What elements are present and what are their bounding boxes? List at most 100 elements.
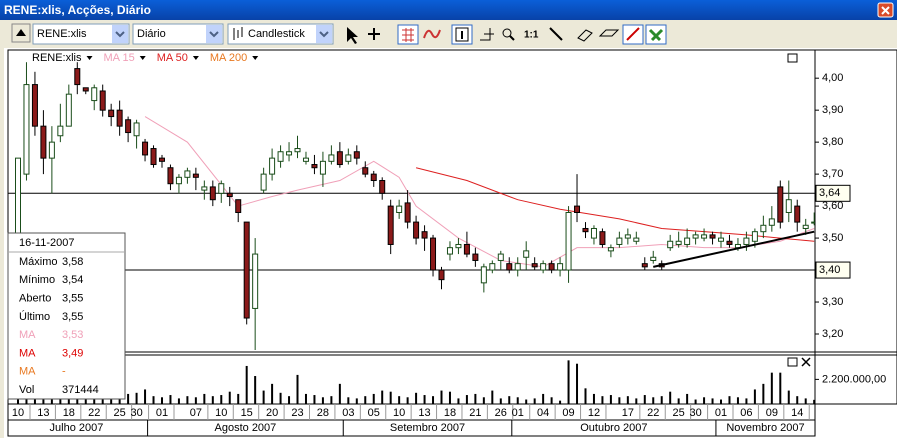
candle-body <box>684 237 691 245</box>
x-tick-label: 28 <box>317 407 329 419</box>
maximize-panel[interactable] <box>787 53 798 63</box>
level-label-box <box>815 261 851 279</box>
candle-body <box>751 231 758 242</box>
info-label: Vol <box>19 384 34 396</box>
month-label: Novembro 2007 <box>726 422 804 434</box>
eraser-tool[interactable] <box>577 29 593 42</box>
info-panel <box>7 232 126 400</box>
info-date: 16-11-2007 <box>19 237 74 249</box>
shape-tool[interactable] <box>598 29 620 37</box>
candle-body <box>760 224 767 233</box>
x-tick-label: 18 <box>63 407 75 419</box>
x-tick-label: 10 <box>393 407 405 419</box>
crosshair-tool[interactable] <box>368 28 380 40</box>
level-label-box <box>815 184 851 202</box>
legend-entry[interactable]: RENE:xlis <box>32 52 82 64</box>
symbol-dropdown[interactable] <box>32 23 130 45</box>
candle-body <box>743 237 750 245</box>
close-button[interactable] <box>877 2 894 18</box>
indicator-tool[interactable] <box>423 29 441 39</box>
candle-body <box>667 240 674 249</box>
candle-body <box>438 269 445 281</box>
candle-body <box>150 148 157 166</box>
candle-body <box>514 263 521 271</box>
zoom-tool[interactable] <box>502 28 512 38</box>
legend-dropdown <box>252 56 259 60</box>
candle-body <box>40 125 47 159</box>
candle-body <box>184 170 191 178</box>
candle-body <box>396 205 403 213</box>
level-label: 3,40 <box>819 264 840 276</box>
title-bar <box>0 0 897 20</box>
window-title: RENE:xlis, Acções, Diário <box>4 3 151 17</box>
candle-body <box>641 263 648 268</box>
candle-body <box>650 256 657 261</box>
candle-body <box>125 119 132 134</box>
period-dropdown[interactable] <box>132 23 224 45</box>
candle-body <box>777 186 784 223</box>
candle-body <box>362 167 369 175</box>
maximize-volume[interactable] <box>787 357 798 367</box>
candle-body <box>718 237 725 242</box>
candle-body <box>785 199 792 213</box>
x-tick-label: 26 <box>495 407 507 419</box>
candle-body <box>311 164 318 169</box>
x-tick-label: 15 <box>241 407 253 419</box>
x-tick-label: 17 <box>622 407 634 419</box>
candle-body <box>302 157 309 162</box>
candle-body <box>599 231 606 245</box>
candle-body <box>455 243 462 249</box>
info-label: Último <box>19 310 50 323</box>
candle-body <box>31 84 38 127</box>
candle-body <box>48 141 55 159</box>
candle-body <box>421 231 428 239</box>
candle-body <box>142 141 149 156</box>
candle-body <box>192 173 199 178</box>
candle-body <box>74 68 81 86</box>
candle-body <box>794 205 801 223</box>
y-tick-label: 3,50 <box>822 232 843 244</box>
candle-body <box>726 240 733 245</box>
y-tick-label: 3,90 <box>822 104 843 116</box>
candle-body <box>116 109 123 127</box>
legend-dropdown <box>192 56 199 60</box>
y-tick-label: 3,30 <box>822 296 843 308</box>
x-tick-label: 01 <box>512 407 524 419</box>
y-tick-label: 4,00 <box>822 72 843 84</box>
cursor-tool[interactable] <box>480 28 494 41</box>
period-value: Diário <box>137 28 166 40</box>
legend-entry[interactable]: MA 15 <box>104 52 135 64</box>
candle-body <box>201 186 208 191</box>
y-tick-label: 3,70 <box>822 168 843 180</box>
pointer-tool[interactable] <box>347 27 358 44</box>
month-label: Julho 2007 <box>50 422 104 434</box>
legend-entry[interactable]: MA 50 <box>157 52 188 64</box>
candle-body <box>633 237 640 242</box>
x-tick-label: 04 <box>537 407 549 419</box>
x-tick-label: 22 <box>88 407 100 419</box>
line-tool[interactable] <box>549 27 563 41</box>
zoom-reset[interactable]: 1:1 <box>524 30 539 41</box>
candle-body <box>582 227 589 233</box>
style-dropdown[interactable] <box>227 23 334 45</box>
candle-body <box>345 154 352 162</box>
legend-entry[interactable]: MA 200 <box>210 52 247 64</box>
candle-body <box>692 234 699 239</box>
candle-body <box>269 157 276 175</box>
info-value: 3,54 <box>62 274 83 286</box>
x-tick-label: 12 <box>588 407 600 419</box>
candle-body <box>557 263 564 271</box>
close-volume[interactable] <box>801 357 811 367</box>
legend-dropdown <box>86 56 93 60</box>
candle-body <box>540 263 547 271</box>
candle-body <box>226 192 233 198</box>
candle-body <box>108 109 115 118</box>
y-tick-label: 3,60 <box>822 200 843 212</box>
x-tick-label: 01 <box>156 407 168 419</box>
candle-body <box>91 87 98 102</box>
candle-body <box>709 234 716 239</box>
candle-body <box>294 148 301 153</box>
candle-body <box>768 218 775 226</box>
candle-body <box>413 221 420 239</box>
candle-body <box>23 84 30 175</box>
